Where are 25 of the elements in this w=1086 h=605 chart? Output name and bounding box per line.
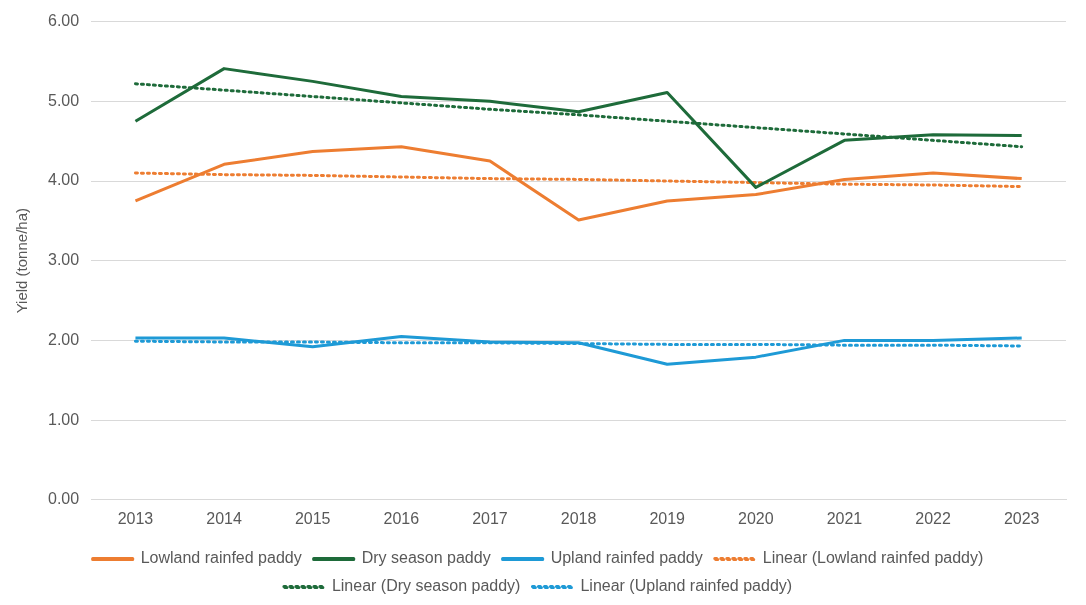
legend-label: Lowland rainfed paddy	[140, 549, 302, 567]
y-tick-label: 1.00	[48, 410, 80, 428]
legend-label: Linear (Dry season paddy)	[331, 577, 521, 595]
legend-label: Dry season paddy	[361, 549, 491, 567]
x-tick-label: 2019	[649, 509, 686, 527]
x-tick-label: 2017	[472, 509, 508, 527]
y-tick-label: 5.00	[48, 91, 80, 109]
x-tick-label: 2016	[383, 509, 420, 527]
y-tick-label: 4.00	[48, 171, 80, 189]
y-tick-label: 2.00	[48, 330, 80, 348]
legend-label: Linear (Lowland rainfed paddy)	[762, 549, 984, 567]
x-tick-label: 2013	[117, 509, 154, 527]
y-tick-label: 6.00	[48, 12, 80, 30]
y-axis-title: Yield (tonne/ha)	[13, 208, 31, 314]
y-tick-label: 3.00	[48, 251, 80, 269]
x-tick-label: 2020	[738, 509, 774, 527]
x-tick-label: 2023	[1003, 509, 1040, 527]
y-tick-label: 0.00	[48, 490, 80, 508]
legend-label: Linear (Upland rainfed paddy)	[580, 577, 793, 595]
x-tick-label: 2018	[560, 509, 597, 527]
x-tick-label: 2022	[915, 509, 951, 527]
legend-label: Upland rainfed paddy	[550, 549, 703, 567]
x-tick-label: 2015	[294, 509, 331, 527]
x-tick-label: 2014	[206, 509, 242, 527]
x-tick-label: 2021	[826, 509, 863, 527]
